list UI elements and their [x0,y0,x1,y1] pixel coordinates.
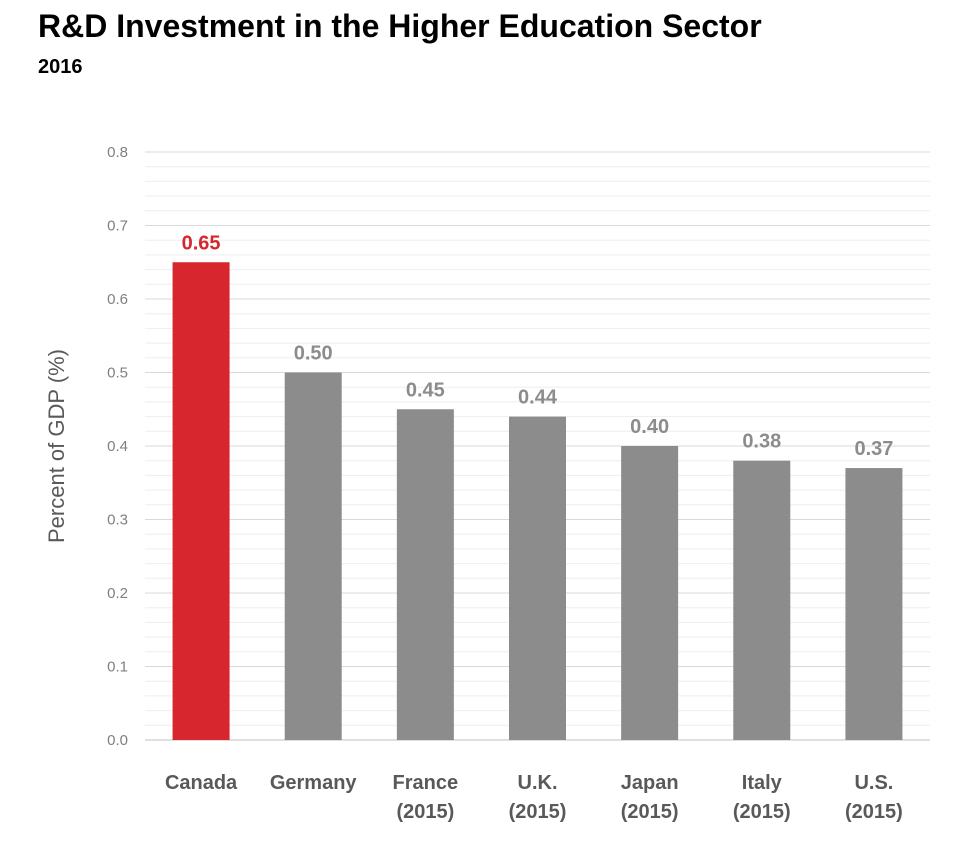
data-labels: 0.65 0.50 0.45 0.44 0.40 0.38 0.37 [182,232,894,460]
y-tick-label: 0.4 [107,438,128,455]
data-label: 0.37 [854,438,893,460]
chart-title: R&D Investment in the Higher Education S… [38,8,762,44]
data-label: 0.45 [406,379,445,401]
bar [172,262,230,740]
data-label: 0.40 [630,416,669,438]
bar [509,416,566,740]
x-category-label: (2015) [733,801,791,823]
x-category-label: (2015) [396,801,454,823]
bar [621,446,679,740]
y-axis-title: Percent of GDP (%) [44,349,69,543]
y-tick-label: 0.5 [107,365,128,382]
x-category-label: (2015) [509,801,567,823]
chart-subtitle: 2016 [38,56,83,78]
y-tick-label: 0.0 [107,732,128,749]
x-category-label: Germany [270,772,358,794]
bar [396,409,454,740]
y-tick-label: 0.8 [107,144,128,161]
y-tick-label: 0.6 [107,291,128,308]
bar [284,372,342,740]
x-category-label: U.K. [518,772,558,794]
x-category-label: (2015) [621,801,679,823]
x-axis-labels: Canada Germany France (2015) U.K. (2015) Japan… [165,772,903,823]
x-category-label: U.S. [854,772,893,794]
data-label: 0.44 [518,387,558,409]
x-category-label: Canada [165,772,238,794]
x-category-label: Italy [742,772,783,794]
y-axis-ticks: 0.0 0.1 0.2 0.3 0.4 0.5 0.6 0.7 0.8 [107,144,128,749]
y-tick-label: 0.2 [107,585,128,602]
y-tick-label: 0.3 [107,512,128,529]
bar [845,468,903,740]
y-tick-label: 0.1 [107,659,128,676]
data-label: 0.65 [182,232,221,254]
x-category-label: France [393,772,459,794]
data-label: 0.50 [294,343,333,365]
data-label: 0.38 [742,431,781,453]
x-category-label: Japan [621,772,679,794]
bar [733,460,791,740]
x-category-label: (2015) [845,801,903,823]
y-tick-label: 0.7 [107,218,128,235]
bars [172,262,903,740]
